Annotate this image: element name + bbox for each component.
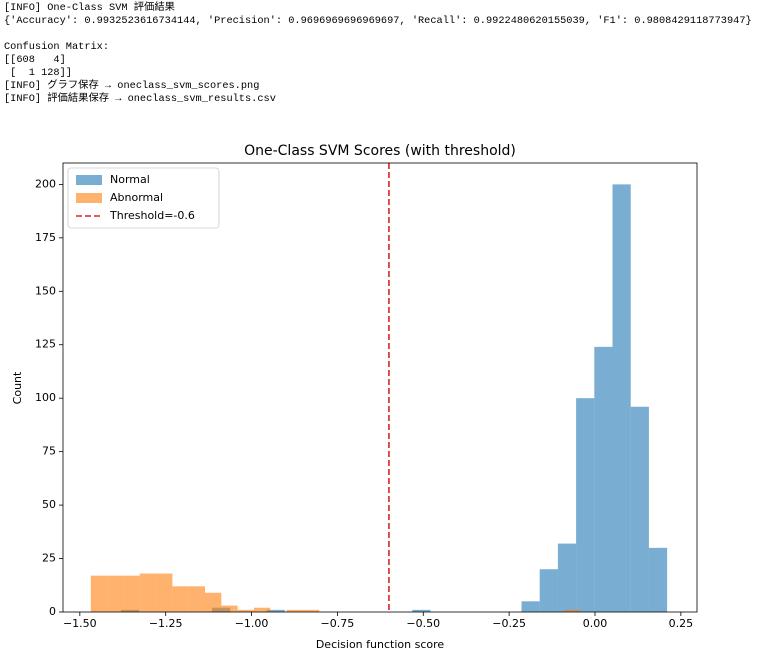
x-tick-label: −1.25 <box>149 617 183 630</box>
x-tick-label: 0.00 <box>583 617 608 630</box>
histogram-bar <box>630 406 649 612</box>
chart-title: One-Class SVM Scores (with threshold) <box>244 143 516 159</box>
legend-label: Normal <box>110 173 150 186</box>
console-line: [INFO] 評価結果保存 → oneclass_svm_results.csv <box>4 93 276 105</box>
histogram-bar <box>302 609 320 612</box>
y-tick-label: 150 <box>35 284 56 297</box>
histogram-bar <box>205 592 222 612</box>
y-tick-label: 125 <box>35 338 56 351</box>
x-tick-label: 0.25 <box>669 617 694 630</box>
console-output: [INFO] One-Class SVM 評価結果 {'Accuracy': 0.… <box>4 2 752 119</box>
histogram-bar <box>412 609 431 612</box>
histogram-bar <box>557 543 577 612</box>
histogram-bar <box>237 609 254 612</box>
histogram-bar <box>266 609 285 612</box>
x-tick-label: −0.25 <box>492 617 526 630</box>
histogram-bar <box>648 547 668 612</box>
y-tick-label: 100 <box>35 391 56 404</box>
console-line: [ 1 128]] <box>4 67 72 79</box>
y-axis-label: Count <box>11 371 24 404</box>
histogram-bar <box>521 601 540 612</box>
y-tick-label: 25 <box>42 552 56 565</box>
histogram-bar <box>563 609 581 612</box>
plot-frame <box>62 162 698 613</box>
histogram-bar <box>172 586 189 612</box>
console-line: {'Accuracy': 0.9932523616734144, 'Precis… <box>4 15 752 27</box>
histogram-bar <box>156 573 173 612</box>
histogram-bar <box>539 569 558 612</box>
x-axis-label: Decision function score <box>316 638 445 651</box>
x-tick-label: −0.50 <box>406 617 440 630</box>
console-line: [INFO] One-Class SVM 評価結果 <box>4 2 175 14</box>
histogram-bar <box>253 607 271 612</box>
histogram-bar <box>139 573 157 612</box>
y-tick-label: 0 <box>49 605 56 618</box>
y-tick-label: 175 <box>35 231 56 244</box>
histogram-bar <box>90 575 108 612</box>
y-tick-label: 50 <box>42 498 56 511</box>
histogram-bar <box>123 575 140 612</box>
x-tick-label: −1.50 <box>63 617 97 630</box>
histogram-bar <box>221 605 238 612</box>
legend-label: Threshold=-0.6 <box>109 209 195 222</box>
y-tick-label: 75 <box>42 445 56 458</box>
histogram-bar <box>107 575 124 612</box>
histogram-bar <box>612 184 631 612</box>
histogram-bar <box>576 398 595 612</box>
console-block: [INFO] One-Class SVM 評価結果 {'Accuracy': 0.… <box>4 2 752 28</box>
y-tick-label: 200 <box>35 177 56 190</box>
x-tick-label: −0.75 <box>321 617 355 630</box>
console-line: [[608 4] <box>4 54 66 66</box>
console-line: Confusion Matrix: <box>4 41 110 53</box>
histogram-bar <box>286 609 303 612</box>
console-block: Confusion Matrix: [[608 4] [ 1 128]] [INFO… <box>4 41 752 106</box>
legend-label: Abnormal <box>110 191 163 204</box>
legend-swatch <box>76 175 102 185</box>
histogram-bar <box>188 586 206 612</box>
legend-box <box>67 167 220 229</box>
console-line: [INFO] グラフ保存 → oneclass_svm_scores.png <box>4 80 260 92</box>
histogram-bar <box>594 346 613 612</box>
legend-swatch <box>76 193 102 203</box>
x-tick-label: −1.00 <box>235 617 269 630</box>
